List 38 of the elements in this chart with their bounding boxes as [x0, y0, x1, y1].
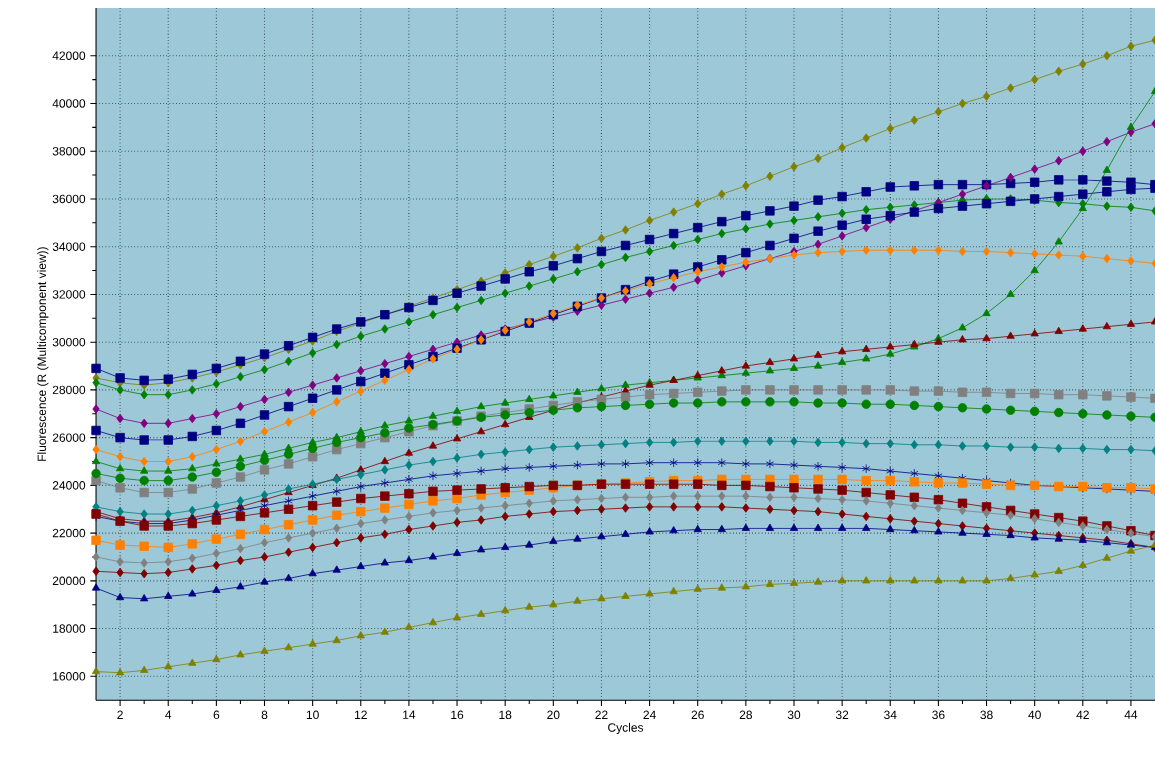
- x-tick-label: 14: [403, 710, 416, 720]
- x-tick-label: 30: [787, 710, 801, 720]
- y-tick-label: 40000: [52, 99, 86, 108]
- x-tick-label: 22: [595, 710, 608, 720]
- x-tick-label: 24: [643, 710, 656, 720]
- x-tick-label: 8: [261, 710, 268, 720]
- y-tick-label: 42000: [52, 51, 86, 61]
- y-tick-label: 30000: [52, 338, 86, 347]
- x-tick-label: 36: [932, 710, 945, 720]
- y-tick-label: 36000: [52, 194, 86, 204]
- x-tick-label: 12: [355, 710, 367, 720]
- x-tick-label: 18: [499, 710, 512, 720]
- y-tick-label: 28000: [52, 385, 86, 395]
- x-tick-label: 32: [835, 710, 849, 720]
- y-tick-label: 18000: [53, 624, 86, 634]
- x-tick-label: 2: [117, 710, 123, 720]
- y-tick-label: 16000: [53, 672, 86, 681]
- x-tick-label: 6: [213, 710, 220, 720]
- y-tick-label: 26000: [52, 433, 86, 443]
- y-tick-label: 34000: [52, 242, 86, 252]
- x-tick-label: 10: [306, 710, 319, 720]
- y-axis-title: Fluorescence (R (Multicomponent view)): [37, 247, 49, 462]
- x-tick-label: 28: [739, 710, 752, 720]
- x-tick-label: 38: [980, 710, 993, 720]
- y-tick-label: 24000: [52, 481, 86, 490]
- x-tick-label: 4: [165, 710, 172, 720]
- x-tick-label: 16: [451, 710, 464, 720]
- y-tick-label: 38000: [52, 147, 86, 156]
- x-tick-label: 34: [884, 710, 897, 720]
- x-tick-label: 26: [691, 710, 704, 720]
- x-axis-title: Cycles: [608, 723, 644, 735]
- x-tick-label: 44: [1124, 710, 1138, 720]
- x-tick-label: 42: [1076, 710, 1089, 720]
- y-tick-label: 20000: [52, 576, 86, 586]
- x-tick-label: 20: [547, 710, 560, 720]
- y-tick-label: 22000: [52, 529, 86, 538]
- x-tick-label: 40: [1028, 710, 1041, 720]
- y-tick-label: 32000: [52, 290, 86, 299]
